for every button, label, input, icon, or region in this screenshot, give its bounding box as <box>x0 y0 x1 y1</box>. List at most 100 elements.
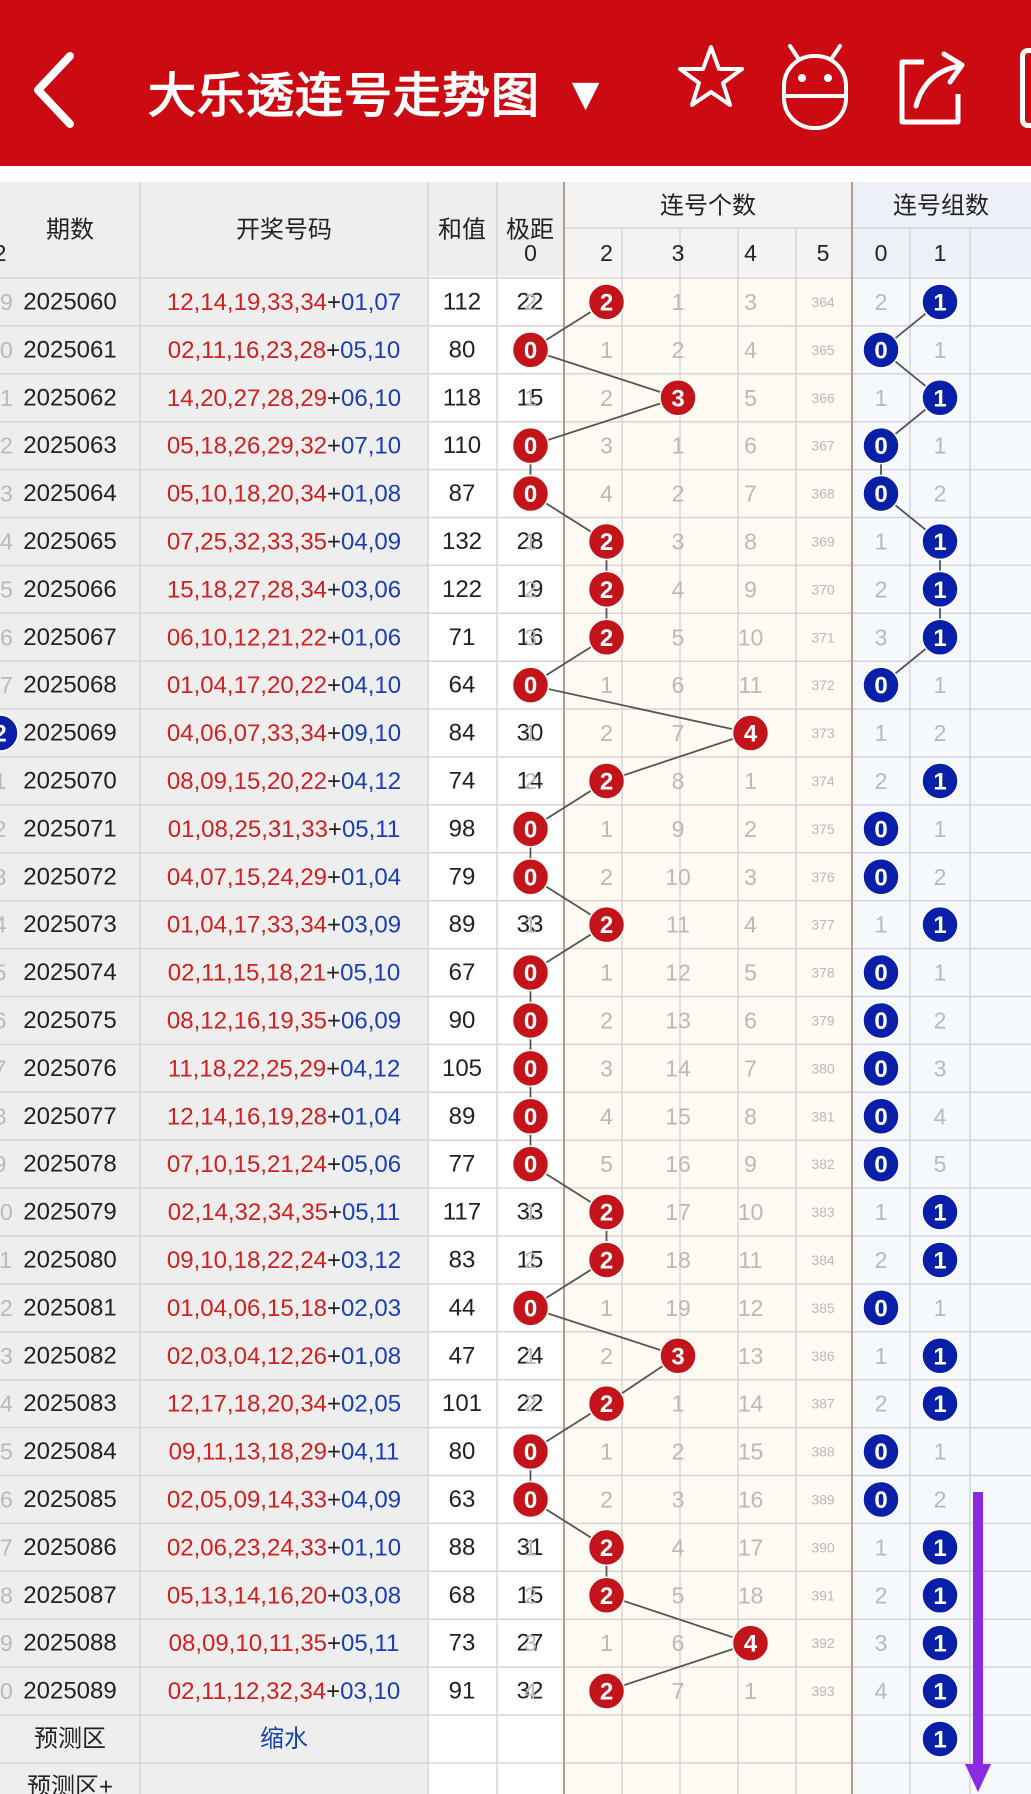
page-title-text: 大乐透连号走势图 <box>148 68 541 124</box>
period-cell: 2025064 <box>23 480 116 507</box>
group-ball-label: 1 <box>933 1535 946 1562</box>
sum-cell: 105 <box>442 1055 482 1082</box>
count-ball-label: 0 <box>524 1008 537 1035</box>
count-miss: 3 <box>600 1055 613 1081</box>
group-ball-label: 0 <box>874 816 887 843</box>
numbers-cell: 08,12,16,19,35+06,09 <box>167 1007 401 1034</box>
count-ball <box>659 1337 697 1375</box>
group-miss: 1 <box>875 1199 888 1225</box>
count-ball-label: 2 <box>600 1535 613 1562</box>
count-miss: 6 <box>672 672 685 698</box>
front-numbers: 11,18,22,25,29 <box>168 1055 326 1082</box>
plus-sign: + <box>327 1246 341 1273</box>
group-miss: 1 <box>875 912 888 938</box>
count-miss: 10 <box>738 1199 764 1225</box>
period-cell: 2025062 <box>23 384 116 411</box>
count-miss: 377 <box>811 917 835 933</box>
header-sum: 和值 <box>438 217 486 244</box>
range-cell: 22 <box>517 288 544 315</box>
group-ball-label: 1 <box>933 385 946 412</box>
count-miss: 1 <box>524 528 537 554</box>
count-ball-label: 0 <box>524 673 537 700</box>
count-miss: 378 <box>811 965 835 981</box>
plus-sign: + <box>327 672 341 699</box>
count-miss: 2 <box>524 1582 537 1608</box>
numbers-cell: 06,10,12,21,22+01,06 <box>167 624 401 651</box>
plus-sign: + <box>327 288 341 315</box>
count-miss: 13 <box>665 1007 691 1033</box>
group-miss: 1 <box>875 385 888 411</box>
count-miss: 8 <box>744 528 757 554</box>
group-ball-label: 1 <box>933 577 946 604</box>
period-cell: 2025066 <box>23 576 116 603</box>
share-icon[interactable] <box>894 48 968 128</box>
scroll-down-arrow-icon[interactable] <box>963 1492 993 1794</box>
group-ball-label: 1 <box>933 529 946 556</box>
group-miss: 3 <box>875 624 888 650</box>
count-ball <box>587 1576 626 1614</box>
plus-sign: + <box>327 1294 341 1321</box>
star-icon[interactable] <box>676 42 746 112</box>
count-miss: 6 <box>744 433 757 459</box>
group-ball <box>921 905 959 944</box>
group-ball <box>921 762 959 800</box>
count-miss: 5 <box>744 385 757 411</box>
count-miss: 8 <box>744 1103 757 1129</box>
count-miss: 17 <box>738 1534 764 1560</box>
group-miss: 19 <box>0 289 13 315</box>
group-miss: 8 <box>0 1103 6 1129</box>
group-ball <box>862 426 900 465</box>
count-miss: 1 <box>744 1678 757 1704</box>
count-ball-label: 0 <box>524 816 537 843</box>
numbers-cell: 02,14,32,34,35+05,11 <box>168 1199 400 1226</box>
triangle-down-icon[interactable]: ▼ <box>571 74 601 115</box>
front-numbers: 08,09,10,11,35 <box>169 1630 327 1657</box>
period-cell: 2025067 <box>23 624 116 651</box>
count-ball-label: 3 <box>671 1343 684 1370</box>
front-numbers: 04,07,15,24,29 <box>167 863 327 890</box>
group-ball-label: 1 <box>933 1631 946 1658</box>
count-miss: 13 <box>738 1343 764 1369</box>
front-numbers: 02,06,23,24,33 <box>167 1534 327 1561</box>
sum-cell: 88 <box>449 1534 476 1561</box>
count-ball <box>587 1241 626 1279</box>
android-robot-icon[interactable] <box>780 44 850 130</box>
period-cell: 2025087 <box>23 1582 116 1609</box>
page-title[interactable]: 大乐透连号走势图 ▼ <box>148 56 600 126</box>
group-ball-label: 1 <box>933 1343 946 1370</box>
sum-cell: 84 <box>449 720 476 747</box>
count-ball-label: 2 <box>600 625 613 652</box>
count-miss: 11 <box>666 912 690 938</box>
count-ball <box>587 570 626 609</box>
plus-sign: + <box>327 1342 341 1369</box>
numbers-cell: 04,07,15,24,29+01,04 <box>167 863 401 890</box>
count-miss: 7 <box>744 1055 757 1081</box>
sum-cell: 90 <box>449 1007 476 1034</box>
count-ball <box>587 283 626 321</box>
group-miss: 2 <box>934 481 947 507</box>
group-miss: 1 <box>875 1534 888 1560</box>
sum-cell: 112 <box>443 288 481 315</box>
period-cell: 2025080 <box>23 1246 116 1273</box>
front-numbers: 12,17,18,20,34 <box>167 1390 327 1417</box>
count-ball-label: 0 <box>524 864 537 891</box>
group-ball <box>921 570 959 609</box>
count-ball <box>587 905 626 944</box>
back-arrow-icon[interactable] <box>28 50 88 130</box>
numbers-cell: 01,04,06,15,18+02,03 <box>167 1294 401 1321</box>
range-cell: 24 <box>517 1342 544 1369</box>
sum-cell: 80 <box>449 1438 476 1465</box>
count-miss: 16 <box>738 1486 764 1512</box>
count-miss: 365 <box>811 342 835 358</box>
group-ball-label: 1 <box>933 1200 946 1227</box>
count-miss: 4 <box>600 481 613 507</box>
period-cell: 2025070 <box>23 767 116 794</box>
group-ball-label: 0 <box>874 1152 887 1179</box>
more-menu-edge[interactable] <box>1020 48 1031 128</box>
count-miss: 1 <box>524 912 537 938</box>
group-miss: 7 <box>0 1055 6 1081</box>
numbers-cell: 07,25,32,33,35+04,09 <box>167 528 401 555</box>
period-cell: 2025084 <box>23 1438 116 1465</box>
count-miss: 11 <box>739 1247 763 1273</box>
period-cell: 2025071 <box>23 815 116 842</box>
